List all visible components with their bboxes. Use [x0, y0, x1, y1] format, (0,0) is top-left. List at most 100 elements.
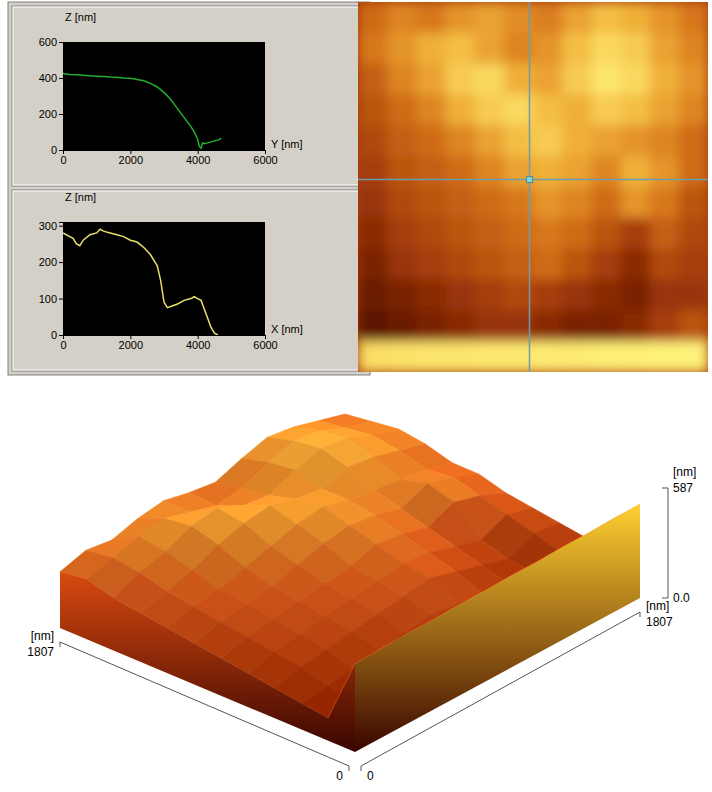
axis-line: [59, 43, 64, 151]
map-cell: [416, 156, 446, 187]
map-cell: [621, 156, 651, 187]
map-cell: [387, 125, 417, 156]
map-cell: [562, 2, 592, 33]
map-cell: [387, 280, 417, 311]
map-cell: [650, 33, 680, 64]
map-ground: [358, 2, 708, 372]
map-cell: [533, 218, 563, 249]
map-cell: [475, 64, 505, 95]
map-cell: [650, 64, 680, 95]
map-cell: [591, 125, 621, 156]
panel-box: [12, 6, 366, 186]
map-cell: [358, 125, 388, 156]
map-cell: [387, 95, 417, 126]
map-cell: [533, 187, 563, 218]
cursor-line: [529, 2, 531, 372]
map-cell: [591, 249, 621, 280]
map-cell: [387, 2, 417, 33]
tick-label: 0: [60, 154, 66, 166]
map-cell: [591, 156, 621, 187]
map-cell: [621, 95, 651, 126]
tick-mark: [59, 42, 63, 43]
map-cell: [621, 249, 651, 280]
map-cell: [679, 310, 708, 341]
tick-label: 600: [39, 36, 57, 48]
tick-label: 100: [39, 293, 57, 305]
tick-label: 1807: [646, 615, 673, 629]
map-cell: [387, 218, 417, 249]
x-axis-title: [nm]: [646, 599, 669, 613]
map-cell: [416, 187, 446, 218]
map-cell: [416, 280, 446, 311]
map-cell: [475, 125, 505, 156]
tick-label: 400: [39, 72, 57, 84]
map-cell: [621, 310, 651, 341]
plot-marks: [63, 229, 218, 335]
plot-area: [63, 222, 265, 335]
axes-3d: 0180701807[nm][nm]0.0587[nm]: [27, 465, 696, 783]
map-cell: [621, 2, 651, 33]
x-axis-title: Y [nm]: [271, 138, 303, 150]
map-cell: [562, 249, 592, 280]
tick: 6000: [253, 335, 277, 351]
plot-marks: [63, 74, 221, 149]
map-cell: [533, 33, 563, 64]
tick-label: 0.0: [673, 591, 690, 605]
map-cell: [446, 2, 476, 33]
map-cell: [621, 341, 651, 372]
map-cell: [387, 33, 417, 64]
tick-label: 6000: [253, 154, 277, 166]
y-axis-title: [nm]: [31, 629, 54, 643]
tick: 0: [60, 150, 66, 166]
map-cell: [446, 33, 476, 64]
x-axis: 0200040006000: [60, 150, 277, 166]
map-cell: [650, 280, 680, 311]
map-cell: [562, 218, 592, 249]
tick-label: 0: [367, 769, 374, 783]
map-cell: [650, 249, 680, 280]
map-cell: [475, 341, 505, 372]
height-map: [358, 2, 708, 372]
tick-label: 4000: [186, 339, 210, 351]
tick-mark: [349, 766, 350, 771]
tick-label: 1807: [27, 645, 54, 659]
map-cell: [446, 64, 476, 95]
map-cell: [562, 125, 592, 156]
map-cell: [621, 218, 651, 249]
axis-line: [59, 223, 64, 336]
map-cell: [358, 156, 388, 187]
map-cell: [533, 2, 563, 33]
map-cell: [591, 95, 621, 126]
side-face: [60, 572, 355, 752]
map-cell: [562, 64, 592, 95]
map-cell: [533, 125, 563, 156]
tick-mark: [662, 488, 668, 489]
map-cell: [475, 95, 505, 126]
map-cell: [446, 187, 476, 218]
map-cell: [533, 249, 563, 280]
tick: 400: [39, 72, 63, 84]
map-cell: [591, 33, 621, 64]
map-cell: [475, 310, 505, 341]
tick-label: 0: [60, 339, 66, 351]
profile-panel: 02000400060000200400600Z [nm]Y [nm]: [12, 6, 366, 186]
tick-label: 0: [51, 144, 57, 156]
map-cell: [446, 280, 476, 311]
map-cell: [679, 249, 708, 280]
map-cell: [650, 2, 680, 33]
map-cell: [650, 125, 680, 156]
tick-label: 587: [673, 481, 693, 495]
tick-mark: [59, 262, 63, 263]
x-axis-title: X [nm]: [271, 323, 303, 335]
map-cell: [358, 310, 388, 341]
map-cell: [387, 187, 417, 218]
map-cell: [475, 156, 505, 187]
tick-label: 200: [39, 256, 57, 268]
tick-label: 2000: [119, 154, 143, 166]
tick-label: 0: [336, 769, 343, 783]
map-cell: [650, 310, 680, 341]
map-cell: [475, 218, 505, 249]
map-cell: [446, 125, 476, 156]
y-axis-title: Z [nm]: [65, 11, 96, 23]
map-cell: [446, 249, 476, 280]
